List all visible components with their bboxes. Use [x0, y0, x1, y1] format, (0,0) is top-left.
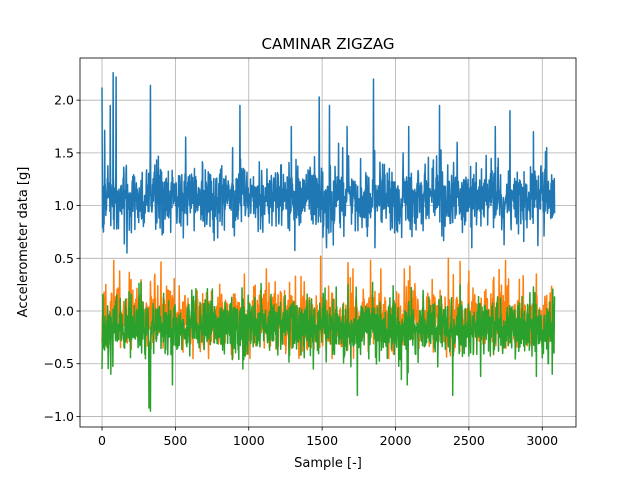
y-tick-label: 1.0 [54, 198, 74, 213]
plot-area [101, 72, 556, 412]
series-line-3 [101, 281, 556, 412]
x-tick-label: 1000 [233, 433, 265, 448]
x-axis-label: Sample [-] [294, 456, 362, 471]
axes-frame [79, 57, 577, 428]
y-tick-label: 0.5 [54, 251, 74, 266]
x-tick-label: 1500 [306, 433, 338, 448]
x-tick-label: 0 [98, 433, 106, 448]
chart-title: CAMINAR ZIGZAG [262, 35, 395, 53]
y-tick-label: 1.5 [54, 145, 74, 160]
x-tick-label: 2500 [453, 433, 485, 448]
y-tick-label: −1.0 [44, 409, 74, 424]
y-tick-label: 2.0 [54, 93, 74, 108]
y-tick-label: 0.0 [54, 304, 74, 319]
x-tick-label: 3000 [526, 433, 558, 448]
y-axis-label: Accelerometer data [g] [16, 167, 31, 318]
y-tick-label: −0.5 [44, 356, 74, 371]
axis-ticks: 0 500 1000 1500 2000 2500 3000 −1.0 −0.5 0.0 0.5 1.… [44, 93, 559, 448]
series-line-1 [101, 72, 556, 254]
x-tick-label: 2000 [380, 433, 412, 448]
x-tick-label: 500 [163, 433, 187, 448]
